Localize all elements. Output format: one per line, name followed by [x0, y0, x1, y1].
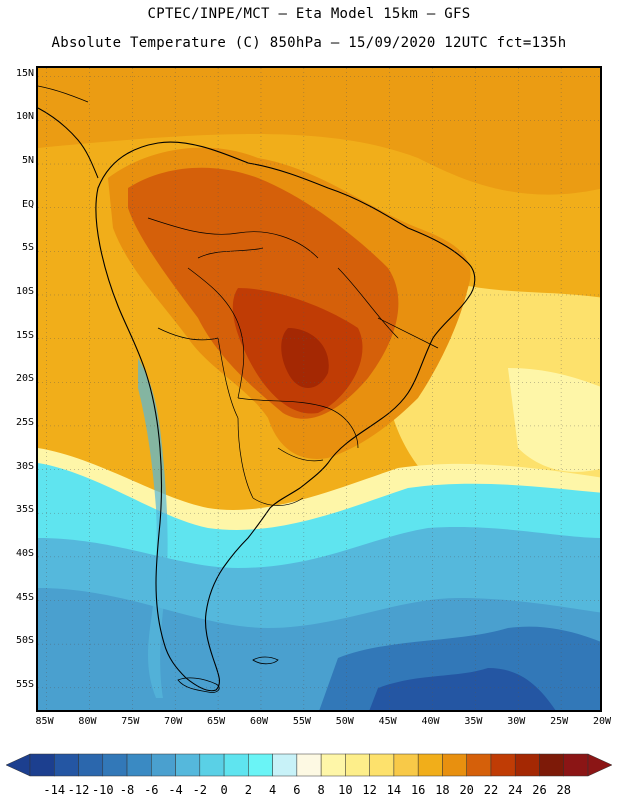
- colorbar-tick-label: -8: [119, 783, 135, 797]
- caribbean-coast: [38, 85, 89, 103]
- colorbar-swatch: [126, 753, 152, 777]
- colorbar-swatch: [417, 753, 443, 777]
- colorbar-tick-label: 20: [459, 783, 474, 797]
- colorbar-tick-label: 4: [268, 783, 277, 797]
- colorbar-swatch: [466, 753, 492, 777]
- colorbar-swatch: [490, 753, 516, 777]
- latitude-label: 50S: [15, 635, 34, 647]
- temperature-map: [38, 68, 600, 710]
- longitude-label: 35W: [464, 716, 483, 727]
- colorbar-swatch: [29, 753, 55, 777]
- colorbar-swatch: [369, 753, 395, 777]
- latitude-label: 10N: [15, 111, 34, 123]
- map-title-line1: CPTEC/INPE/MCT — Eta Model 15km — GFS: [147, 6, 471, 22]
- colorbar-tick-label: 26: [532, 783, 547, 797]
- longitude-label: 60W: [249, 716, 268, 727]
- longitude-label: 25W: [550, 716, 569, 727]
- latitude-label: 20S: [15, 373, 34, 385]
- field-band-north: [38, 68, 600, 195]
- colorbar-tick-label: 0: [220, 783, 228, 797]
- colorbar-min-arrow: [5, 753, 31, 777]
- colorbar-tick-label: -10: [91, 783, 114, 797]
- longitude-label: 75W: [121, 716, 140, 727]
- colorbar: [5, 753, 613, 777]
- longitude-label: 30W: [507, 716, 526, 727]
- country-borders: [147, 217, 439, 506]
- colorbar-tick-label: 6: [293, 783, 301, 797]
- colorbar-tick-label: -4: [168, 783, 183, 797]
- colorbar-swatch: [54, 753, 79, 777]
- colorbar-swatch: [199, 753, 225, 777]
- colorbar-swatch: [320, 753, 346, 777]
- colorbar-tick-label: 8: [317, 783, 325, 797]
- colorbar-swatch: [539, 753, 564, 777]
- colorbar-tick-label: -6: [144, 783, 159, 797]
- longitude-label: 70W: [164, 716, 183, 727]
- longitude-label: 55W: [292, 716, 311, 727]
- longitude-label: 45W: [378, 716, 397, 727]
- falklands-islands: [252, 656, 279, 665]
- colorbar-tick-label: 14: [386, 783, 402, 797]
- colorbar-tick-label: 12: [362, 783, 377, 797]
- latitude-label: 5S: [21, 242, 34, 254]
- latitude-label: 35S: [15, 504, 34, 516]
- longitude-label: 85W: [35, 716, 54, 727]
- colorbar-swatch: [296, 753, 322, 777]
- longitude-label: 20W: [592, 716, 612, 727]
- tierra-del-fuego: [177, 677, 220, 693]
- colorbar-swatch: [102, 753, 128, 777]
- colorbar-tick-label: 24: [507, 783, 523, 797]
- longitude-label: 40W: [421, 716, 440, 727]
- colorbar-tick-label: 2: [244, 783, 252, 797]
- colorbar-tick-label: 10: [338, 783, 353, 797]
- map-title-line2: Absolute Temperature (C) 850hPa — 15/09/…: [51, 35, 567, 51]
- latitude-label: 55S: [15, 678, 34, 690]
- longitude-label: 80W: [78, 716, 97, 727]
- colorbar-tick-label: -12: [67, 783, 90, 797]
- latitude-label: 40S: [15, 547, 34, 559]
- colorbar-tick-label: 28: [556, 783, 571, 797]
- latitude-label: 30S: [15, 460, 34, 472]
- latitude-label: 45S: [15, 591, 34, 603]
- latitude-label: EQ: [21, 198, 34, 210]
- latitude-label: 5N: [21, 155, 34, 167]
- latitude-label: 15S: [15, 329, 34, 341]
- colorbar-tick-label: 16: [410, 783, 426, 797]
- field-continent-hottest: [281, 328, 329, 388]
- colorbar-max-arrow: [587, 753, 613, 777]
- longitude-label: 50W: [335, 716, 354, 727]
- central-america-coastline: [38, 107, 99, 179]
- colorbar-swatch: [151, 753, 176, 777]
- colorbar-tick-label: 22: [483, 783, 499, 797]
- colorbar-swatch: [514, 753, 540, 777]
- colorbar-swatch: [272, 753, 298, 777]
- latitude-label: 25S: [15, 416, 34, 428]
- latitude-label: 15N: [15, 67, 34, 79]
- colorbar-swatch: [393, 753, 419, 777]
- map-panel: [36, 66, 602, 712]
- colorbar-swatch: [248, 753, 273, 777]
- colorbar-swatch: [442, 753, 467, 777]
- colorbar-tick-label: -14: [43, 783, 66, 797]
- south-america-coastline: [95, 141, 476, 692]
- colorbar-tick-label: -2: [192, 783, 208, 797]
- colorbar-swatch: [175, 753, 201, 777]
- colorbar-swatch: [78, 753, 104, 777]
- field-band-darkest-blue: [369, 668, 556, 710]
- colorbar-swatch: [563, 753, 589, 777]
- colorbar-swatch: [223, 753, 249, 777]
- colorbar-swatch: [345, 753, 370, 777]
- longitude-label: 65W: [207, 716, 226, 727]
- colorbar-tick-label: 18: [435, 783, 450, 797]
- field-andes-cold: [138, 358, 168, 698]
- latitude-label: 10S: [15, 285, 34, 297]
- field-band-atlantic-pale: [508, 368, 600, 472]
